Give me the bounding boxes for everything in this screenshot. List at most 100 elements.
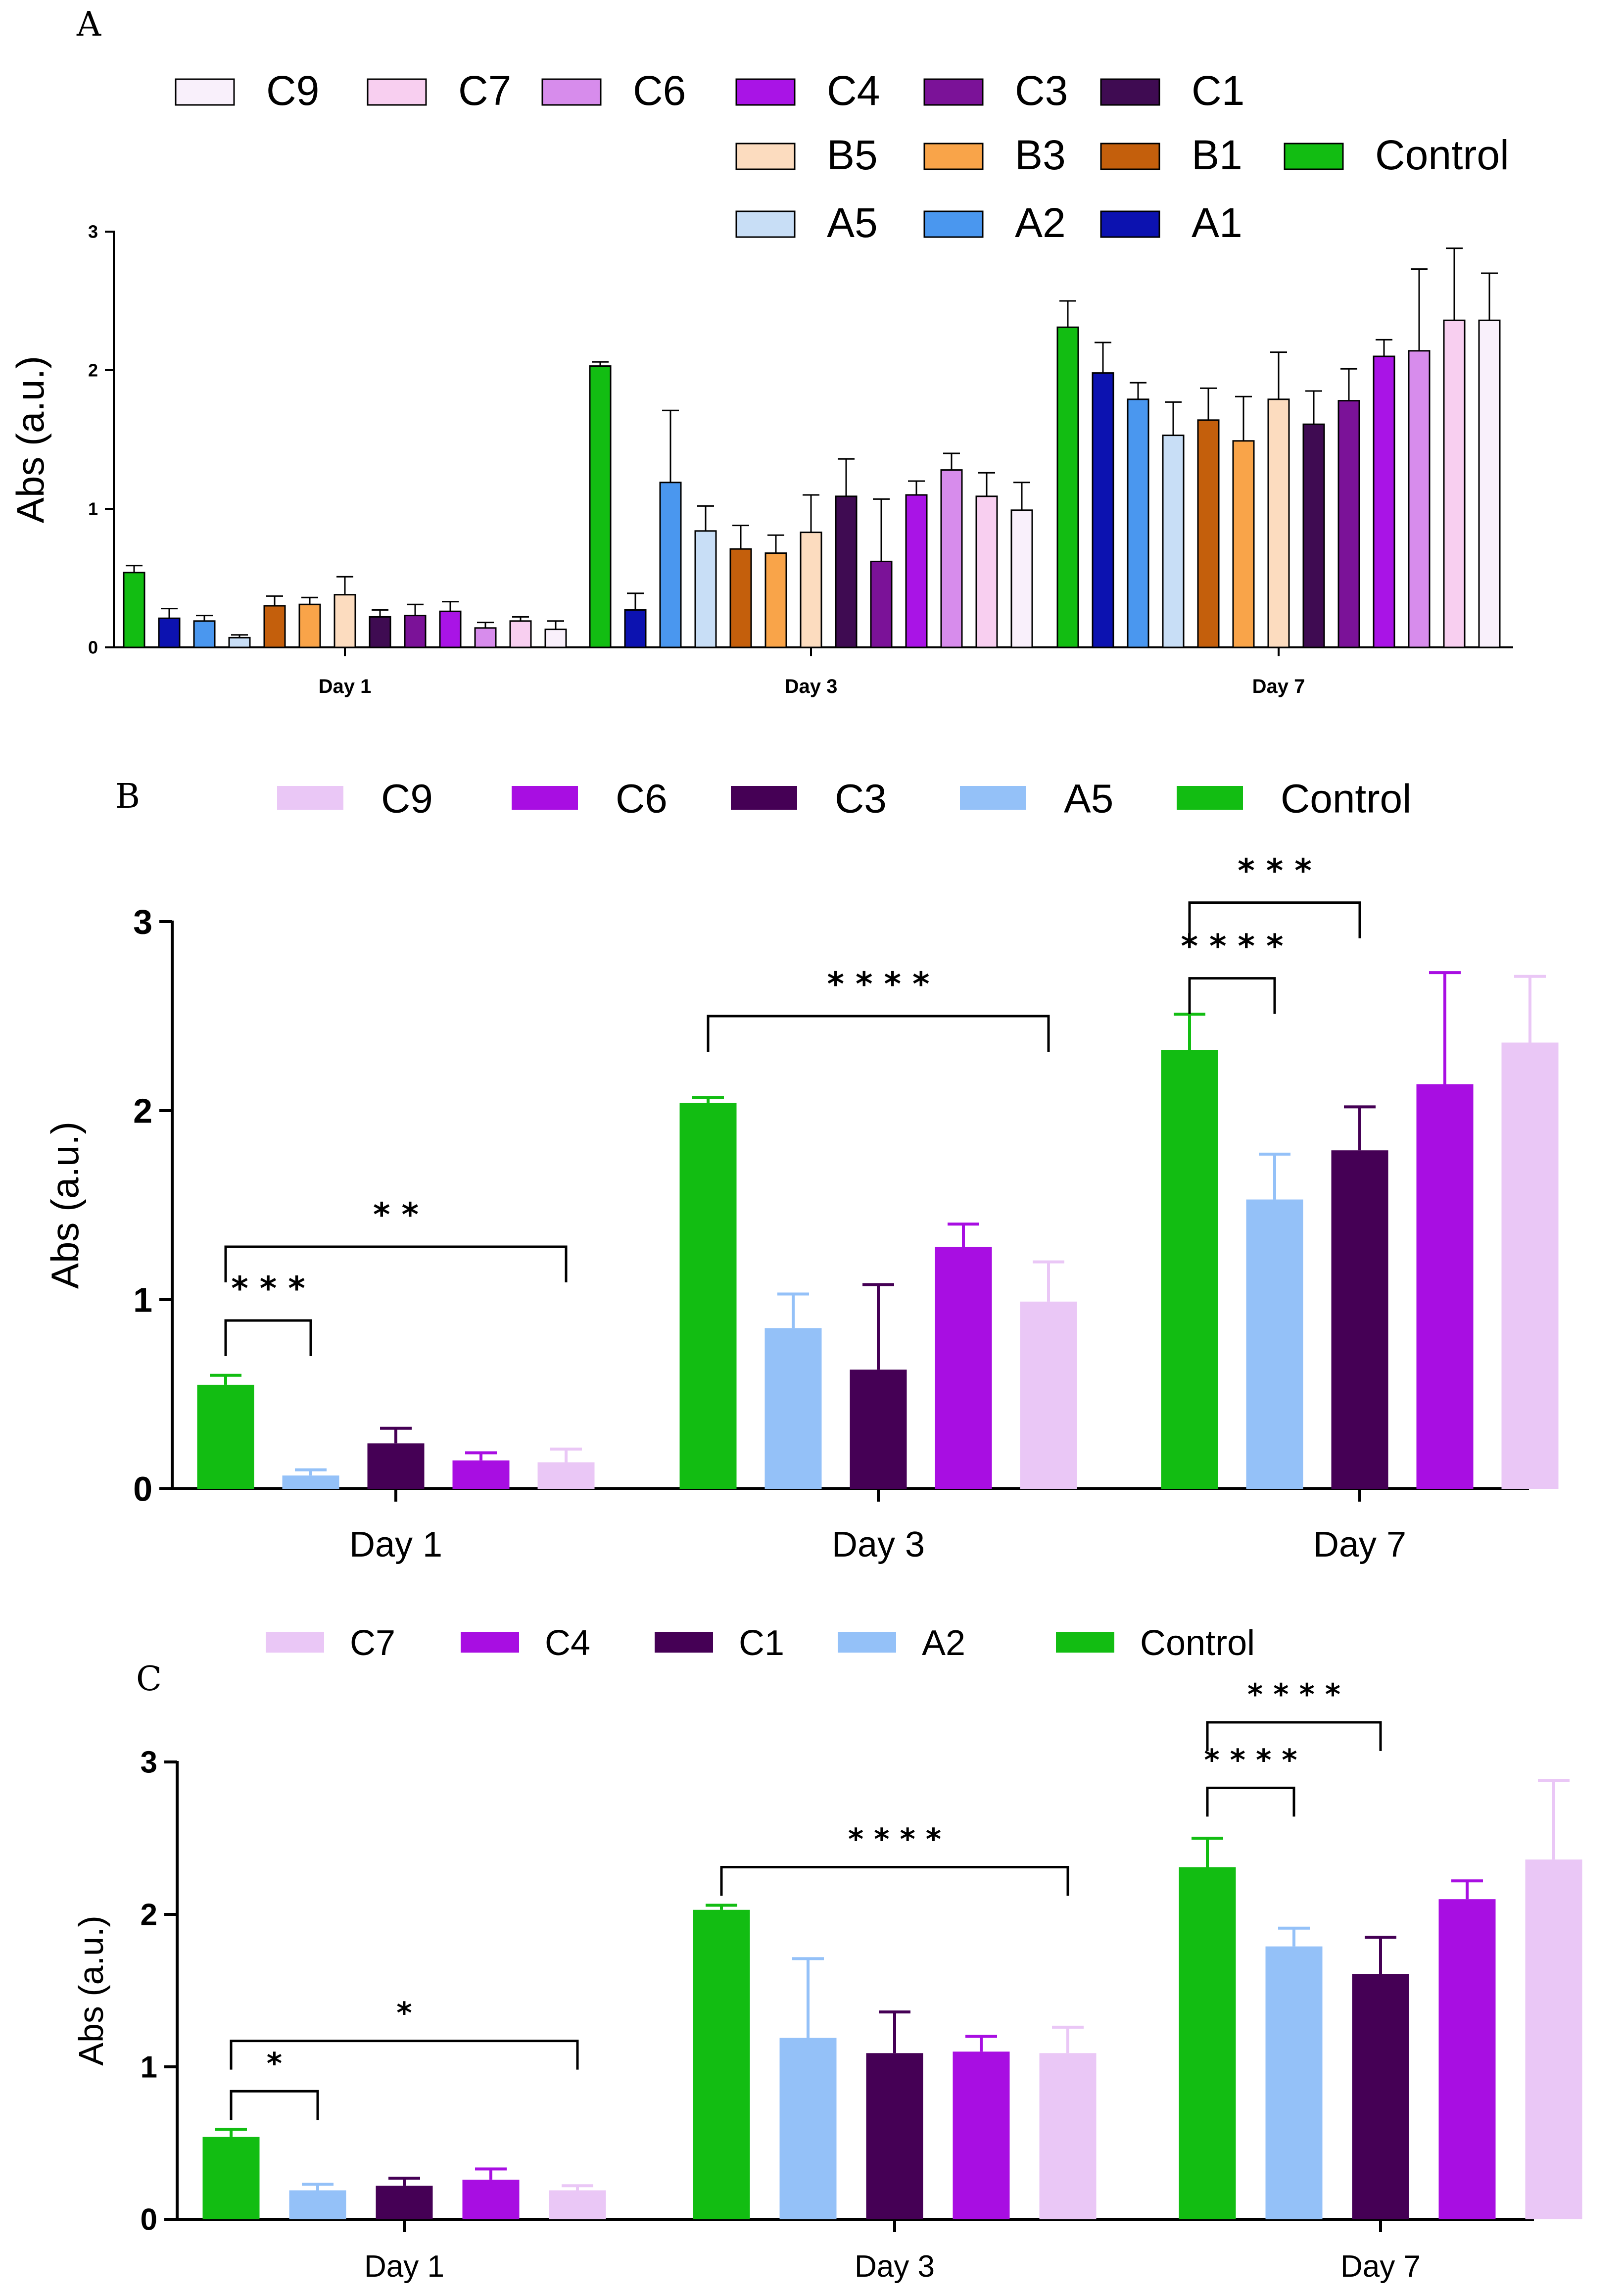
x-tick-label-a-2: Day 7 (1252, 676, 1305, 697)
bar-b-a5-day1 (764, 1328, 822, 1489)
significance-label-b-0: * * * (231, 1270, 305, 1308)
bar-c-c7-day2 (1525, 1859, 1582, 2219)
bar-a-b3-day1 (764, 552, 787, 648)
bar-a-c7-day2 (1443, 319, 1466, 648)
legend-swatch-c3 (731, 786, 797, 810)
chart-panel-a: 0 1 2 3 Abs (a.u.) Day 1 Day 3 Day 7 (8, 222, 1513, 697)
y-tick-label-c-1: 1 (141, 2051, 157, 2085)
bar-c-c4-day0 (462, 2179, 520, 2219)
x-tick-label-b-0: Day 1 (349, 1525, 442, 1564)
legend-swatch-b1 (1100, 143, 1160, 170)
legend-swatch-c6 (541, 78, 602, 106)
significance-label-c-0: * (267, 2046, 282, 2081)
legend-label-c9: C9 (381, 777, 433, 822)
significance-bracket-c-2 (720, 1866, 1069, 1896)
significance-label-b-1: * * (373, 1196, 419, 1234)
significance-label-c-2: * * * * (848, 1822, 941, 1857)
significance-bracket-c-3 (1206, 1786, 1295, 1817)
y-tick-label-c-0: 0 (141, 2203, 157, 2237)
chart-panel-c: 0 1 2 3 Abs (a.u.) Day 1 Day 3 Day 7 * * * * * * * … (72, 1677, 1582, 2284)
y-tick-label-c-2: 2 (141, 1898, 157, 1932)
legend-swatch-a5 (735, 210, 796, 238)
bar-a-b3-day2 (1232, 440, 1255, 648)
bar-a-a5-day1 (694, 530, 717, 648)
panel-letter-c: C (136, 1660, 162, 1699)
x-tick-label-c-1: Day 3 (855, 2249, 935, 2284)
bar-c-a2-day0 (289, 2190, 346, 2219)
legend-swatch-control (1284, 143, 1344, 170)
legend-label-control: Control (1140, 1623, 1255, 1663)
bar-a-c1-day2 (1302, 423, 1325, 648)
legend-swatch-a2 (923, 210, 984, 238)
bar-a-b3-day0 (298, 603, 321, 648)
legend-label-b3: B3 (1015, 132, 1066, 178)
bar-a-c1-day1 (835, 495, 858, 648)
legend-label-b1: B1 (1192, 132, 1242, 178)
significance-bracket-b-0 (224, 1319, 312, 1357)
legend-label-a5: A5 (1064, 777, 1113, 822)
bar-a-control-day0 (123, 572, 145, 648)
bar-b-control-day0 (197, 1384, 254, 1489)
bar-a-a5-day2 (1162, 435, 1185, 648)
legend-label-c3: C3 (1015, 67, 1068, 114)
legend-panel-a: C9 C7 C6 C4 C3 C1 B5 B3 B1 Control A5 A2 A1 (175, 67, 1509, 246)
legend-label-control: Control (1281, 777, 1411, 822)
bar-b-c6-day1 (935, 1247, 992, 1489)
bar-a-c3-day1 (870, 560, 893, 648)
x-tick-label-a-1: Day 3 (785, 676, 838, 697)
significance-label-b-3: * * * * (1181, 928, 1284, 966)
legend-swatch-c9 (277, 786, 343, 810)
legend-swatch-control (1056, 1632, 1114, 1653)
bar-a-c6-day1 (940, 469, 963, 648)
legend-swatch-c9 (175, 78, 235, 106)
bar-b-control-day1 (679, 1103, 737, 1489)
bar-a-c3-day2 (1337, 400, 1360, 648)
y-tick-label-b-1: 1 (133, 1281, 152, 1319)
y-tick-label-b-0: 0 (133, 1470, 152, 1509)
significance-bracket-b-2 (707, 1015, 1050, 1052)
legend-label-a2: A2 (922, 1623, 965, 1663)
y-tick-label-a-3: 3 (88, 222, 98, 242)
y-axis-label-b: Abs (a.u.) (43, 1122, 87, 1289)
bar-a-c7-day1 (975, 495, 998, 648)
bar-b-c9-day2 (1501, 1042, 1559, 1489)
bar-b-c6-day2 (1416, 1084, 1474, 1489)
legend-label-c7: C7 (458, 67, 511, 114)
bar-c-c7-day1 (1039, 2053, 1097, 2219)
y-tick-label-a-0: 0 (88, 637, 98, 658)
bar-b-a5-day0 (282, 1475, 339, 1489)
x-tick-label-c-2: Day 7 (1340, 2249, 1421, 2284)
legend-swatch-a5 (960, 786, 1026, 810)
x-tick-label-a-0: Day 1 (319, 676, 372, 697)
bar-b-a5-day2 (1246, 1199, 1303, 1489)
bar-c-c4-day1 (953, 2052, 1010, 2219)
bar-a-b5-day1 (800, 532, 822, 648)
legend-swatch-c6 (512, 786, 578, 810)
legend-swatch-c3 (923, 78, 984, 106)
x-tick-label-b-1: Day 3 (832, 1525, 925, 1564)
bar-a-c9-day0 (544, 629, 567, 648)
legend-label-c9: C9 (266, 67, 319, 114)
legend-label-c3: C3 (835, 777, 887, 822)
bar-a-b5-day2 (1267, 398, 1290, 648)
bar-c-control-day0 (202, 2137, 260, 2219)
bar-a-a2-day0 (193, 620, 216, 648)
bar-a-a5-day0 (228, 636, 251, 648)
bar-c-c7-day0 (549, 2190, 606, 2219)
legend-swatch-c7 (367, 78, 427, 106)
legend-swatch-c1 (1100, 78, 1160, 106)
legend-swatch-c4 (461, 1632, 519, 1653)
legend-swatch-c7 (266, 1632, 324, 1653)
legend-label-c6: C6 (616, 777, 668, 822)
legend-label-c4: C4 (545, 1623, 590, 1663)
bar-a-a1-day0 (158, 617, 181, 648)
y-tick-label-a-2: 2 (88, 360, 98, 381)
bar-b-c6-day0 (452, 1460, 510, 1489)
bar-a-b1-day2 (1197, 419, 1220, 648)
bar-c-a2-day2 (1265, 1946, 1323, 2219)
bar-b-c9-day0 (537, 1462, 595, 1489)
y-tick-label-b-3: 3 (133, 903, 152, 941)
bar-a-a2-day1 (659, 482, 682, 648)
x-tick-label-b-2: Day 7 (1313, 1525, 1406, 1564)
